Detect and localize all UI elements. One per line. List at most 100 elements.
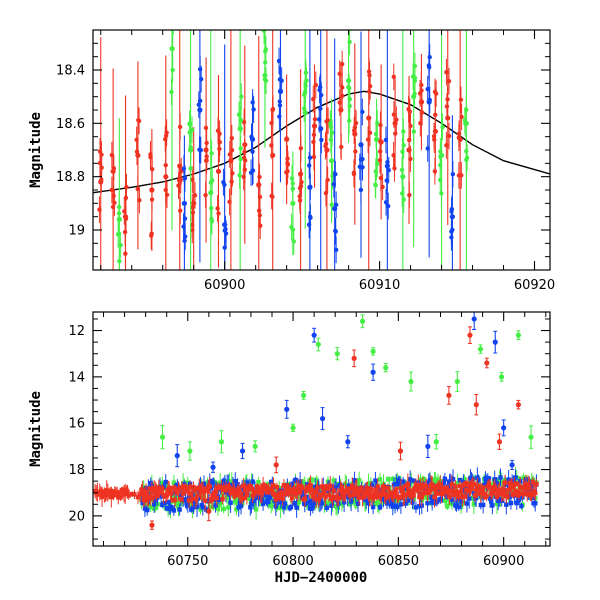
data-point — [210, 464, 216, 470]
data-point — [346, 118, 352, 123]
data-point — [244, 492, 250, 497]
bottom-y-axis-title: Magnitude — [28, 391, 44, 467]
data-point — [209, 151, 214, 156]
data-point — [513, 475, 518, 480]
data-point — [443, 497, 449, 502]
data-point — [219, 500, 224, 505]
data-point — [192, 193, 198, 198]
data-point — [307, 155, 313, 160]
data-point — [215, 206, 220, 211]
data-point — [187, 122, 193, 127]
data-point — [351, 128, 357, 133]
data-point — [270, 499, 275, 504]
data-point — [446, 78, 452, 84]
data-point — [411, 493, 416, 498]
data-point — [168, 504, 173, 509]
data-point — [235, 497, 240, 502]
data-point — [445, 97, 450, 102]
data-point — [312, 116, 318, 122]
data-point — [358, 488, 363, 494]
data-point — [226, 505, 231, 510]
data-point — [180, 491, 186, 496]
data-point — [123, 195, 129, 200]
data-point — [367, 73, 372, 78]
data-point — [300, 392, 307, 399]
data-point — [241, 492, 246, 498]
data-point — [333, 247, 339, 253]
data-point — [324, 505, 329, 511]
data-point — [319, 415, 326, 422]
data-point — [171, 20, 175, 24]
data-point — [174, 453, 180, 459]
data-point — [153, 497, 158, 503]
data-point — [109, 152, 115, 158]
y-tick-label: 18.8 — [56, 170, 85, 185]
data-point — [156, 485, 162, 490]
data-point — [375, 121, 380, 126]
data-point — [467, 489, 472, 494]
data-point — [467, 496, 472, 501]
data-point — [384, 495, 390, 500]
data-point — [290, 200, 296, 206]
data-point — [132, 492, 137, 497]
data-point — [198, 507, 203, 512]
data-point — [426, 64, 432, 70]
data-point — [450, 171, 456, 177]
data-point — [238, 491, 244, 497]
data-point — [443, 492, 449, 497]
data-point — [250, 149, 255, 154]
data-point — [246, 486, 252, 492]
data-point — [516, 476, 522, 482]
data-point — [263, 487, 268, 492]
data-point — [276, 58, 282, 64]
data-point — [182, 238, 187, 243]
x-tick-label: 60900 — [483, 554, 524, 569]
data-point — [140, 500, 145, 506]
data-point — [135, 495, 141, 500]
data-point — [458, 499, 464, 504]
data-point — [248, 496, 253, 502]
data-point — [489, 499, 494, 504]
data-point — [183, 498, 188, 503]
data-point — [277, 103, 283, 108]
data-point — [203, 192, 208, 198]
data-point — [250, 100, 255, 105]
data-point — [413, 505, 419, 510]
data-point — [249, 486, 254, 491]
data-point — [302, 110, 308, 116]
data-point — [242, 495, 247, 501]
data-point — [515, 332, 522, 338]
data-point — [181, 200, 187, 206]
data-point — [308, 184, 313, 190]
data-point — [160, 502, 165, 508]
data-point — [297, 490, 303, 495]
data-point — [410, 490, 415, 496]
bottom-panel: 60750 60800 60850 60900 12 14 16 18 20 Magnitude… — [28, 311, 551, 586]
data-point — [256, 208, 262, 213]
data-point — [458, 489, 464, 494]
data-point — [109, 187, 115, 193]
data-point — [447, 494, 452, 499]
data-point — [197, 147, 202, 152]
data-point — [236, 505, 241, 510]
data-point — [492, 485, 497, 490]
top-data-layer — [93, 20, 550, 270]
data-point — [426, 495, 431, 500]
data-point — [340, 491, 346, 496]
data-point — [114, 489, 120, 495]
data-point — [384, 501, 390, 506]
data-point — [281, 483, 287, 488]
data-point — [377, 494, 383, 500]
bottom-data-layer — [93, 312, 539, 530]
data-point — [200, 505, 206, 510]
data-point — [187, 484, 193, 490]
data-point — [288, 490, 294, 495]
data-point — [448, 488, 453, 494]
data-point — [171, 508, 177, 513]
data-point — [274, 484, 280, 490]
data-point — [487, 485, 493, 491]
data-point — [498, 489, 503, 494]
data-point — [181, 166, 187, 171]
data-point — [109, 494, 114, 500]
data-point — [330, 494, 335, 500]
